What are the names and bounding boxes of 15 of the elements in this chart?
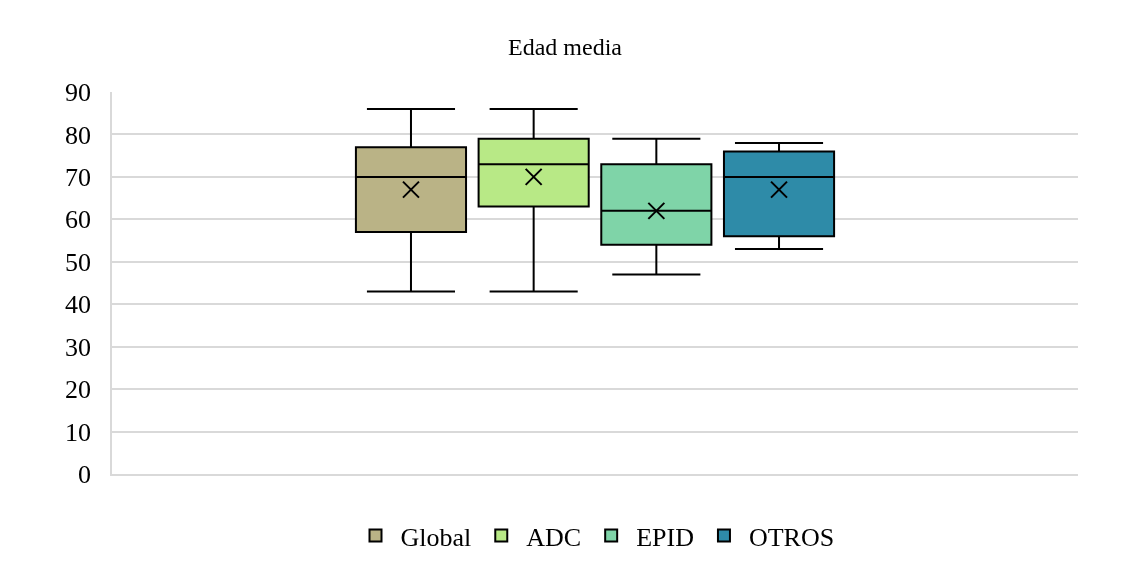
legend-label: OTROS xyxy=(748,522,835,552)
y-tick-label: 50 xyxy=(65,247,92,277)
chart-title: Edad media xyxy=(508,34,623,61)
y-tick-label: 90 xyxy=(65,78,92,108)
y-tick-label: 0 xyxy=(78,460,92,490)
y-tick-label: 10 xyxy=(65,417,92,447)
y-tick-label: 70 xyxy=(65,162,92,192)
y-tick-label: 30 xyxy=(65,332,92,362)
y-tick-label: 80 xyxy=(65,120,92,150)
legend-label: EPID xyxy=(636,522,694,552)
legend-label: ADC xyxy=(526,522,582,552)
y-tick-label: 20 xyxy=(65,375,92,405)
y-tick-label: 40 xyxy=(65,290,92,320)
y-tick-label: 60 xyxy=(65,205,92,235)
legend-label: Global xyxy=(400,522,472,552)
